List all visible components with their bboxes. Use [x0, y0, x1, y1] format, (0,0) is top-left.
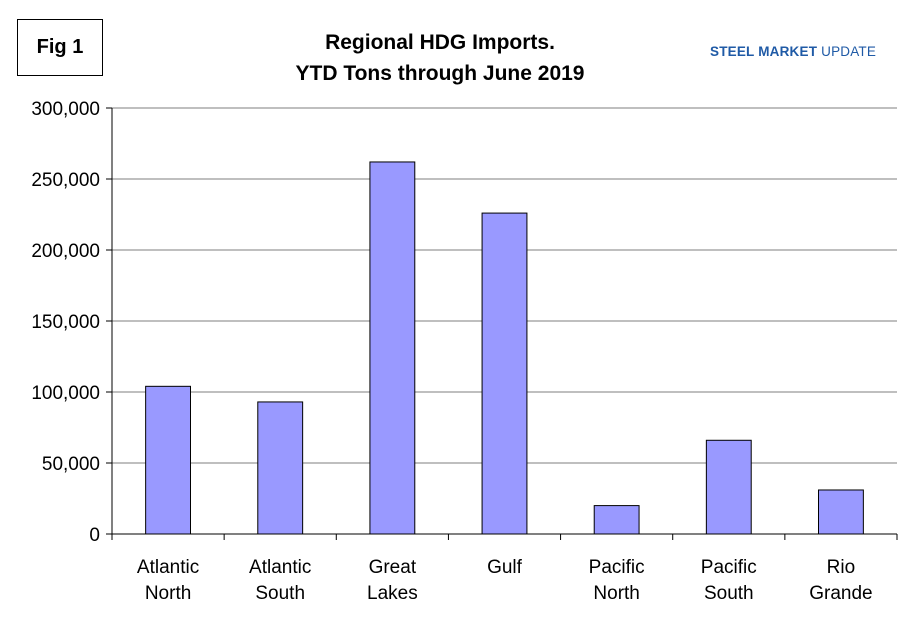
bar: [593, 505, 640, 535]
chart-title: Regional HDG Imports. YTD Tons through J…: [200, 27, 680, 89]
brand-logo-part-1: STEEL MARKET: [710, 44, 818, 59]
x-category-label-line: Great: [369, 557, 417, 578]
bar: [818, 489, 864, 535]
y-tick-label: 250,000: [31, 170, 100, 191]
x-category-label: Rio Grande: [809, 557, 872, 604]
x-category-label-line: Grande: [809, 583, 872, 604]
bar: [145, 385, 191, 535]
x-category-label: Pacific South: [701, 557, 757, 604]
bar: [257, 401, 304, 535]
brand-logo-part-2: UPDATE: [821, 44, 877, 59]
y-tick-label: 50,000: [42, 454, 100, 475]
x-category-label-line: South: [704, 583, 754, 604]
x-category-label-line: Atlantic: [137, 557, 199, 578]
chart-title-line-2: YTD Tons through June 2019: [295, 62, 585, 85]
x-category-label-line: Pacific: [589, 557, 645, 578]
figure-label: Fig 1: [17, 19, 103, 76]
x-category-label-line: North: [593, 583, 639, 604]
x-category-label-line: Gulf: [487, 557, 523, 578]
y-tick-label: 100,000: [31, 383, 100, 404]
bar: [481, 212, 528, 535]
x-category-label: Gulf: [487, 557, 523, 578]
chart-title-line-1: Regional HDG Imports.: [325, 31, 555, 54]
brand-logo: STEEL MARKET UPDATE: [710, 44, 876, 59]
y-tick-label: 0: [89, 525, 100, 546]
bar: [369, 161, 416, 535]
x-category-label-line: Rio: [827, 557, 856, 578]
y-tick-label: 300,000: [31, 99, 100, 120]
x-category-label: Atlantic South: [249, 557, 311, 604]
x-category-label: Atlantic North: [137, 557, 199, 604]
x-category-label: Pacific North: [589, 557, 645, 604]
x-category-label-line: Lakes: [367, 583, 418, 604]
bar: [705, 439, 752, 535]
x-category-label-line: South: [255, 583, 305, 604]
y-tick-label: 150,000: [31, 312, 100, 333]
x-category-label-line: Atlantic: [249, 557, 311, 578]
x-category-label: Great Lakes: [367, 557, 418, 604]
y-tick-label: 200,000: [31, 241, 100, 262]
x-category-label-line: Pacific: [701, 557, 757, 578]
x-category-label-line: North: [145, 583, 191, 604]
